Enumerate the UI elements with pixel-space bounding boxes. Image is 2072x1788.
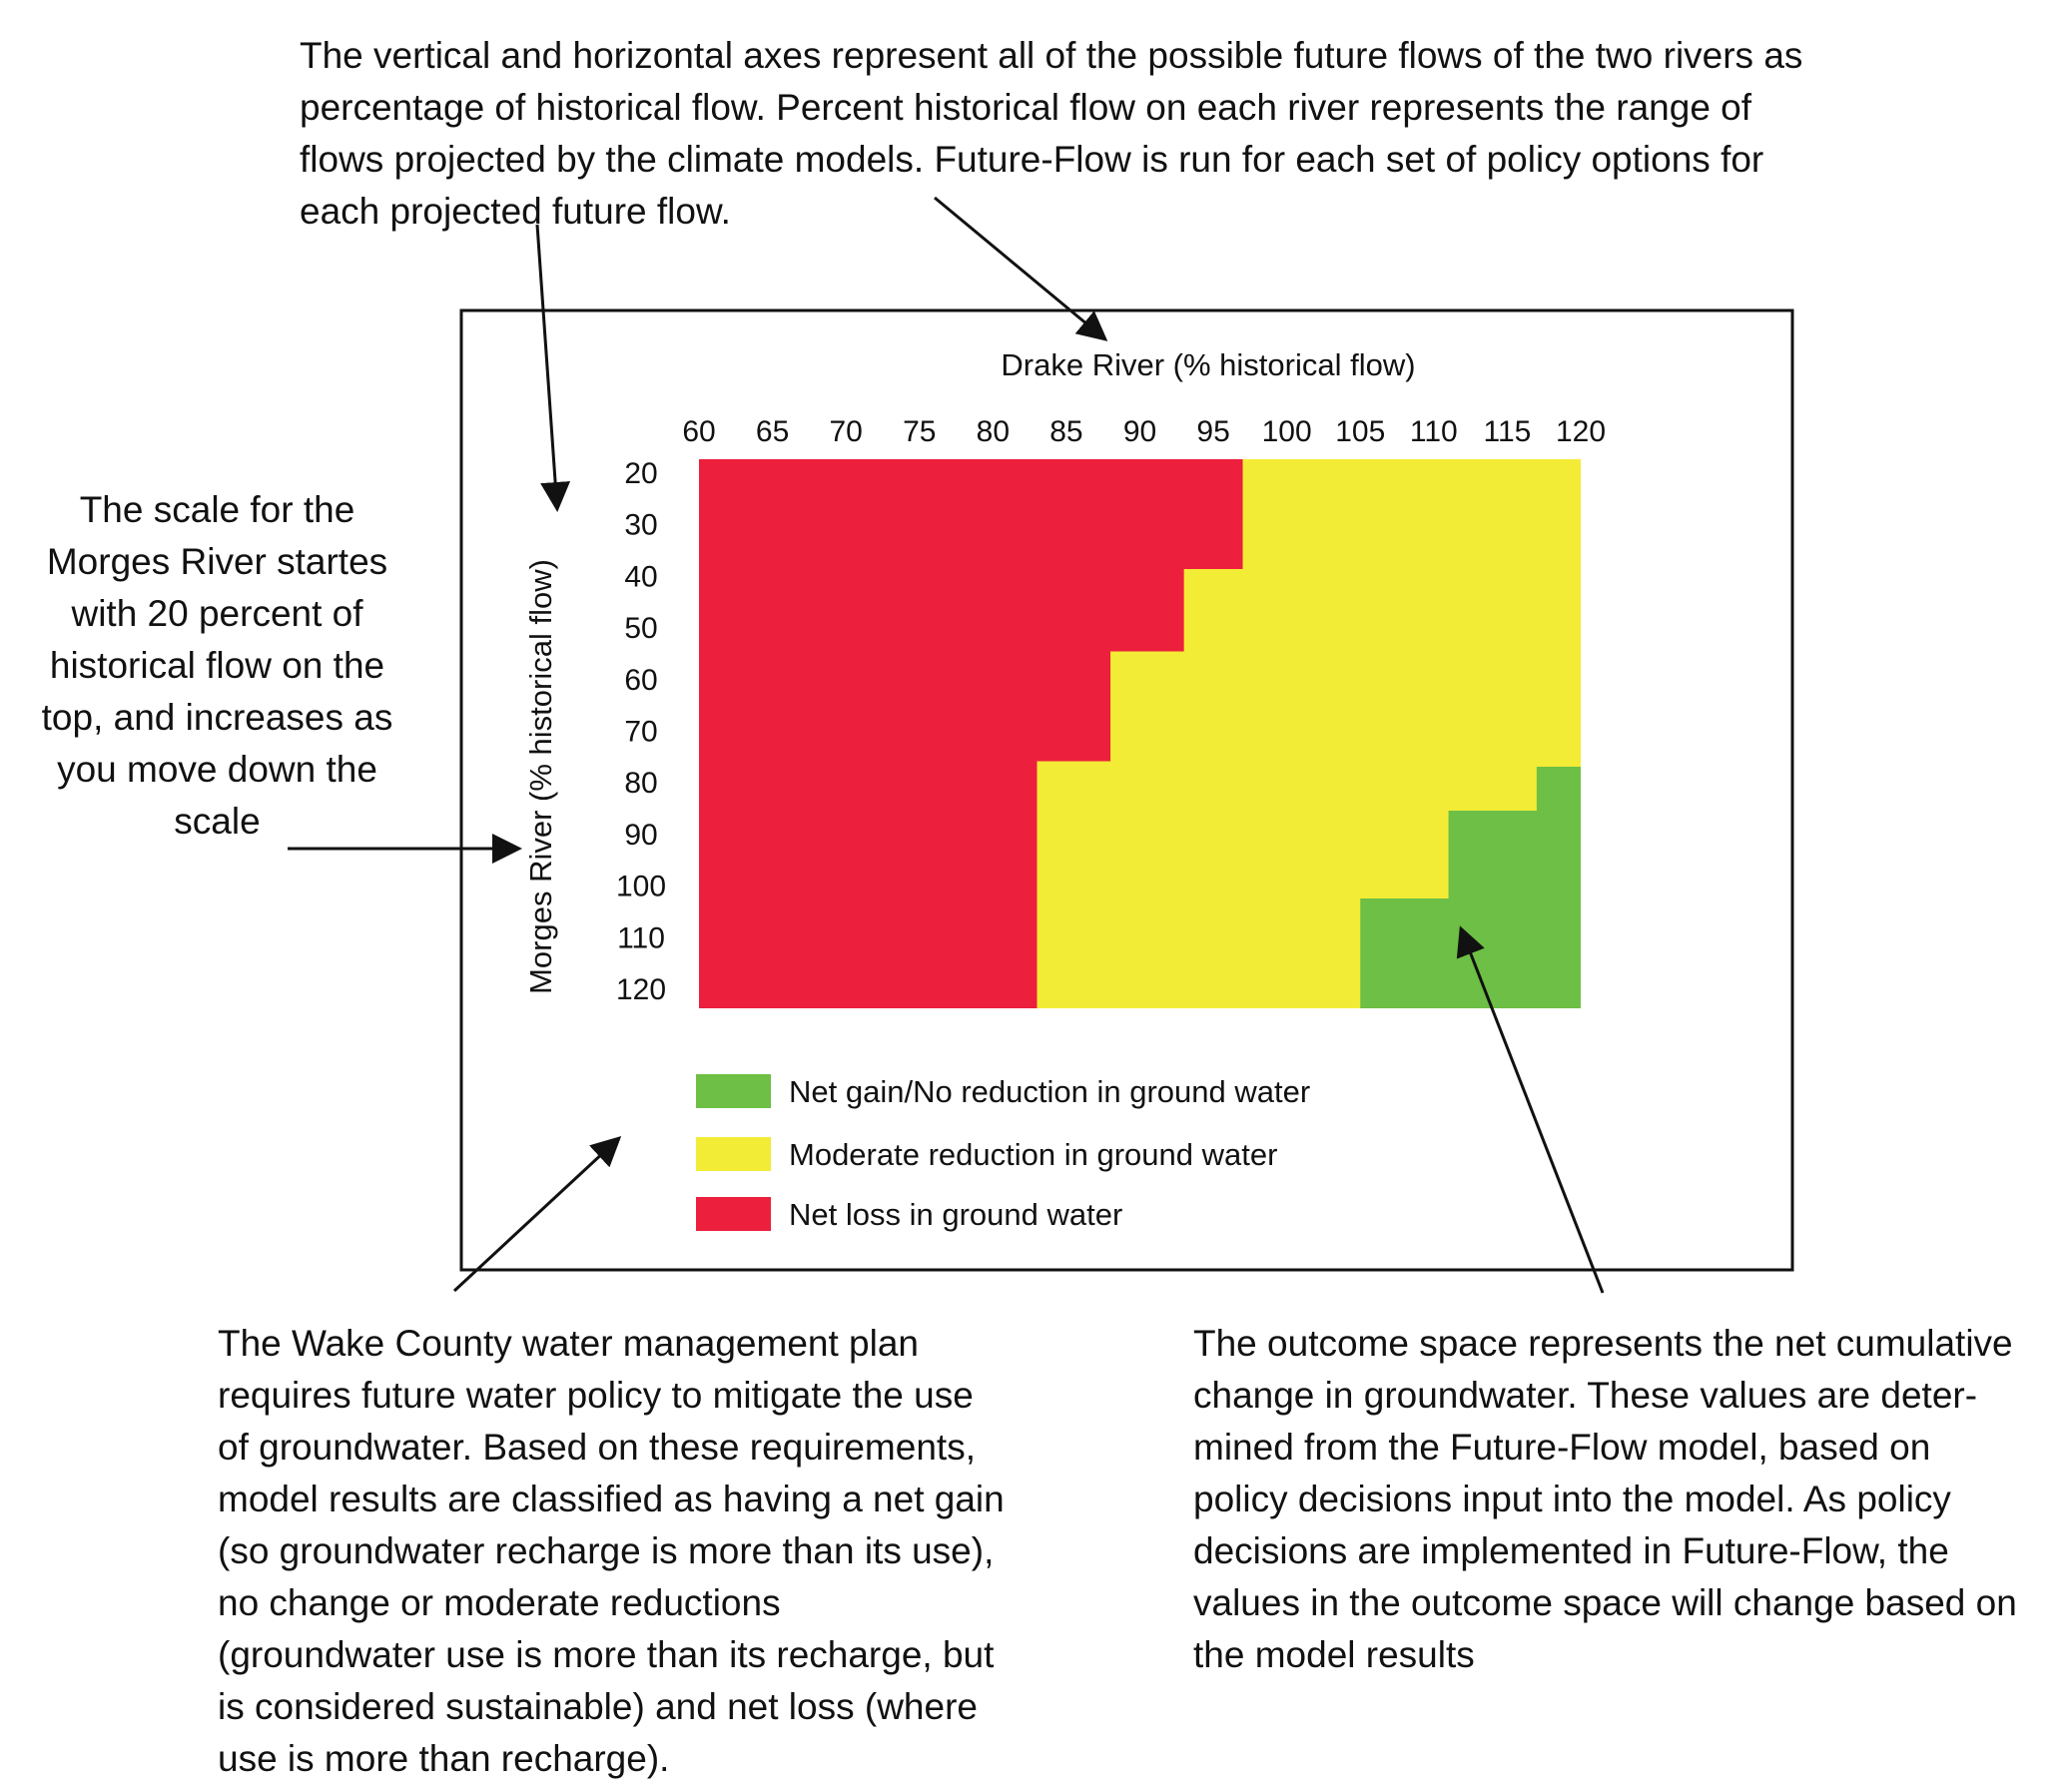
annotation-outcome-space: The outcome space represents the net cum… — [1193, 1323, 2017, 1675]
legend-label-moderate: Moderate reduction in ground water — [789, 1137, 1277, 1172]
region-net-loss-step-0 — [699, 459, 1243, 569]
x-tick-label: 95 — [1196, 415, 1229, 448]
y-tick-label: 80 — [624, 767, 657, 800]
region-net-gain-step-0 — [1536, 767, 1581, 811]
y-tick-label: 120 — [616, 973, 666, 1006]
y-tick-label: 90 — [624, 819, 657, 852]
legend-swatch-moderate — [696, 1137, 771, 1171]
x-tick-label: 80 — [977, 415, 1010, 448]
y-tick-label: 110 — [617, 921, 665, 954]
annotation-axes-explanation: The vertical and horizontal axes represe… — [300, 35, 1803, 232]
x-tick-label: 90 — [1123, 415, 1156, 448]
y-tick-label: 100 — [616, 871, 666, 903]
x-tick-label: 65 — [756, 415, 789, 448]
y-tick-label: 40 — [624, 560, 657, 593]
x-tick-label: 120 — [1556, 415, 1606, 448]
annotation-morges-scale: The scale for the Morges River startes w… — [41, 489, 393, 842]
legend-swatch-loss — [696, 1197, 771, 1231]
x-tick-label: 85 — [1049, 415, 1082, 448]
region-net-loss-step-2 — [699, 651, 1111, 762]
chart-frame — [459, 308, 1794, 1272]
arrow-to-y-axis-top — [535, 224, 571, 512]
x-tick-label: 70 — [829, 415, 862, 448]
y-tick-labels: 20 30 40 50 60 70 80 90 100 110 120 — [616, 457, 666, 1006]
x-axis-title: Drake River (% historical flow) — [1001, 347, 1415, 382]
annotation-management-plan: The Wake County water management plan re… — [218, 1323, 1005, 1779]
outcome-space — [699, 459, 1581, 1008]
legend-label-gain: Net gain/No reduction in ground water — [789, 1074, 1310, 1109]
arrow-to-gain-region — [1456, 925, 1605, 1294]
arrow-to-legend — [452, 1135, 622, 1293]
legend-swatch-gain — [696, 1074, 771, 1108]
arrow-to-x-axis-title — [934, 196, 1108, 341]
x-tick-label: 105 — [1335, 415, 1385, 448]
region-net-loss-step-1 — [699, 569, 1184, 652]
x-tick-label: 60 — [682, 415, 715, 448]
x-tick-label: 75 — [903, 415, 936, 448]
legend-label-loss: Net loss in ground water — [789, 1197, 1122, 1232]
x-tick-labels: 60 65 70 75 80 85 90 95 100 105 110 115 120 — [682, 415, 1606, 448]
y-tick-label: 20 — [624, 457, 657, 490]
x-tick-label: 110 — [1410, 415, 1458, 448]
y-tick-label: 60 — [624, 664, 657, 697]
region-net-gain-step-1 — [1448, 811, 1581, 898]
y-tick-label: 70 — [624, 716, 657, 749]
x-tick-label: 115 — [1484, 415, 1532, 448]
x-tick-label: 100 — [1262, 415, 1312, 448]
y-tick-label: 30 — [624, 509, 657, 542]
annotation-arrows — [288, 196, 1605, 1294]
y-axis-title: Morges River (% historical flow) — [523, 559, 558, 994]
region-net-loss-step-3 — [699, 761, 1037, 1008]
legend: Net gain/No reduction in ground water Mod… — [696, 1074, 1310, 1232]
y-tick-label: 50 — [624, 612, 657, 645]
